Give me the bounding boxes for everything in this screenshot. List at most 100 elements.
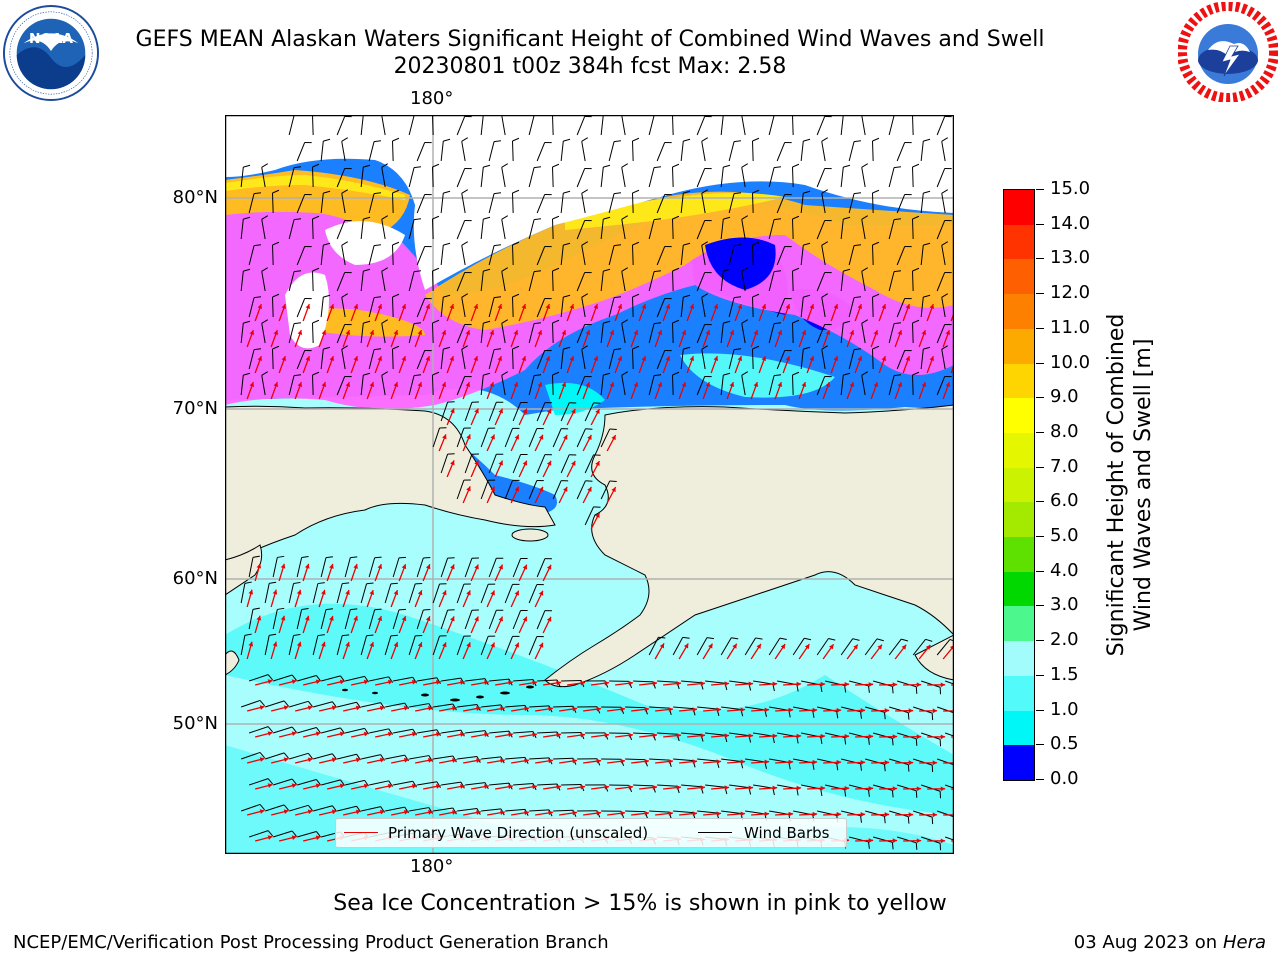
wind-barb <box>936 271 952 292</box>
wind-barb <box>432 215 440 240</box>
wind-barb <box>776 297 792 318</box>
wind-barb <box>744 637 763 656</box>
colorbar-segment <box>1004 328 1034 365</box>
wave-arrow <box>854 303 863 322</box>
wind-barb <box>344 608 358 630</box>
wave-arrow <box>663 733 682 738</box>
wind-barb <box>936 219 952 240</box>
wind-barb <box>936 167 952 188</box>
wave-arrow <box>894 644 907 660</box>
wind-barb <box>261 319 268 344</box>
wind-barb <box>408 634 423 656</box>
wave-arrow <box>390 381 399 400</box>
wind-barb <box>896 349 912 370</box>
wave-arrow <box>487 758 506 764</box>
wind-barb <box>528 480 544 500</box>
wave-arrow <box>799 707 818 713</box>
colorbar-tick <box>1036 640 1044 642</box>
wave-arrow <box>799 811 818 817</box>
wave-arrow <box>943 814 954 816</box>
wave-arrow <box>591 680 610 686</box>
wave-arrow <box>831 681 850 687</box>
wind-barb <box>392 241 400 266</box>
wave-arrow <box>750 329 759 348</box>
wave-arrow <box>350 355 359 374</box>
wind-barb <box>296 349 312 370</box>
wind-barb <box>265 700 289 708</box>
wind-barb <box>560 454 577 474</box>
wind-barb <box>701 293 708 318</box>
wave-arrow <box>246 381 255 400</box>
wave-arrow <box>486 434 496 452</box>
wind-barb <box>336 323 352 344</box>
wind-barb <box>392 608 406 630</box>
wind-barb <box>240 372 251 396</box>
wave-arrow <box>295 757 313 764</box>
wind-barb <box>581 137 588 162</box>
wind-barb <box>600 428 617 448</box>
colorbar-tick <box>1036 536 1044 538</box>
wave-arrow <box>702 643 714 660</box>
wind-barb <box>872 241 880 266</box>
wave-arrow <box>446 408 455 426</box>
wave-arrow <box>270 381 279 400</box>
wind-barb <box>821 137 828 162</box>
wave-arrow <box>735 785 754 791</box>
wave-arrow <box>823 811 842 817</box>
wind-barb <box>920 138 931 162</box>
wind-barb <box>416 297 432 318</box>
colorbar-tick-label: 5.0 <box>1050 525 1079 547</box>
wave-arrow <box>582 434 592 452</box>
wave-arrow <box>375 783 393 790</box>
wind-barb <box>701 189 708 214</box>
wave-arrow <box>487 810 506 816</box>
wave-arrow <box>918 381 927 400</box>
wind-barb <box>632 345 640 370</box>
wave-arrow <box>246 809 265 816</box>
colorbar-segment <box>1004 641 1034 677</box>
wave-arrow <box>343 705 361 712</box>
wind-barb <box>440 453 455 474</box>
wind-barb <box>576 219 592 240</box>
wave-arrow <box>758 355 767 374</box>
wave-arrow <box>254 835 273 842</box>
wave-arrow <box>846 329 855 348</box>
wind-barb <box>584 454 601 474</box>
wind-barb <box>576 375 592 396</box>
wind-barb <box>672 215 680 240</box>
colorbar-tick <box>1036 327 1044 329</box>
wave-arrow <box>678 643 689 660</box>
wind-barb <box>440 138 451 162</box>
wind-barb <box>701 345 708 370</box>
wind-barb <box>912 215 920 240</box>
wave-arrow <box>486 486 496 504</box>
colorbar-tick <box>1036 293 1044 295</box>
wind-barb <box>240 751 265 760</box>
wave-arrow <box>751 759 770 765</box>
wind-barb <box>528 584 544 604</box>
wave-arrow <box>807 733 826 739</box>
wind-barb <box>776 141 792 162</box>
wind-barb <box>501 115 506 136</box>
wind-barb <box>416 193 432 214</box>
wind-barb <box>560 190 571 214</box>
wind-barb <box>720 268 731 292</box>
wind-barb <box>512 609 528 630</box>
wind-barb <box>504 635 520 656</box>
wave-arrow <box>775 759 794 765</box>
wind-barb <box>632 241 640 266</box>
wave-arrow <box>895 812 914 818</box>
wave-arrow <box>319 757 337 764</box>
wind-barb <box>861 319 868 344</box>
wave-arrow <box>351 679 369 686</box>
wind-barb <box>536 558 552 578</box>
wave-arrow <box>703 707 722 713</box>
wind-barb <box>560 402 577 422</box>
wave-arrow <box>902 355 911 374</box>
wind-barb <box>920 294 931 318</box>
wave-arrow <box>319 705 337 712</box>
wave-arrow <box>254 303 263 322</box>
wave-arrow <box>542 303 551 322</box>
wave-arrow <box>590 408 601 426</box>
wind-barb <box>501 215 508 240</box>
